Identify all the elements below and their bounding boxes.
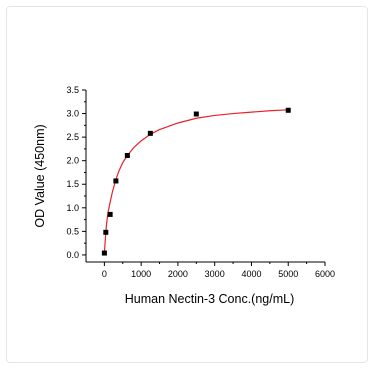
- data-point: [147, 130, 153, 136]
- data-point: [193, 111, 199, 117]
- data-point: [103, 229, 109, 235]
- y-tick-label: 0.0: [66, 250, 79, 260]
- plot-area: 0 1000 2000 3000 4000 5000 6000 0.0 0.5 1.0 1.5 2.0…: [33, 85, 335, 306]
- x-tick-label: 5000: [278, 269, 298, 279]
- y-tick-label: 0.5: [66, 226, 79, 236]
- y-tick-label: 2.0: [66, 156, 79, 166]
- x-tick-label: 2000: [168, 269, 188, 279]
- y-axis-title: OD Value (450nm): [33, 124, 47, 227]
- x-tick-label: 3000: [205, 269, 225, 279]
- y-tick-label: 1.0: [66, 203, 79, 213]
- data-point: [113, 178, 119, 184]
- data-point: [124, 153, 130, 159]
- y-tick-label: 2.5: [66, 132, 79, 142]
- fit-curve-line: [103, 109, 289, 254]
- x-tick-label: 1000: [131, 269, 151, 279]
- data-point: [107, 211, 113, 217]
- y-tick-label: 1.5: [66, 179, 79, 189]
- chart-card: [6, 6, 368, 363]
- y-tick-label: 3.5: [66, 85, 79, 95]
- y-tick-label: 3.0: [66, 109, 79, 119]
- data-point: [101, 250, 107, 256]
- x-tick-label: 6000: [315, 269, 335, 279]
- x-tick-label: 4000: [241, 269, 261, 279]
- x-tick-label: 0: [102, 269, 107, 279]
- x-axis-title: Human Nectin-3 Conc.(ng/mL): [125, 292, 295, 306]
- data-point: [285, 107, 291, 113]
